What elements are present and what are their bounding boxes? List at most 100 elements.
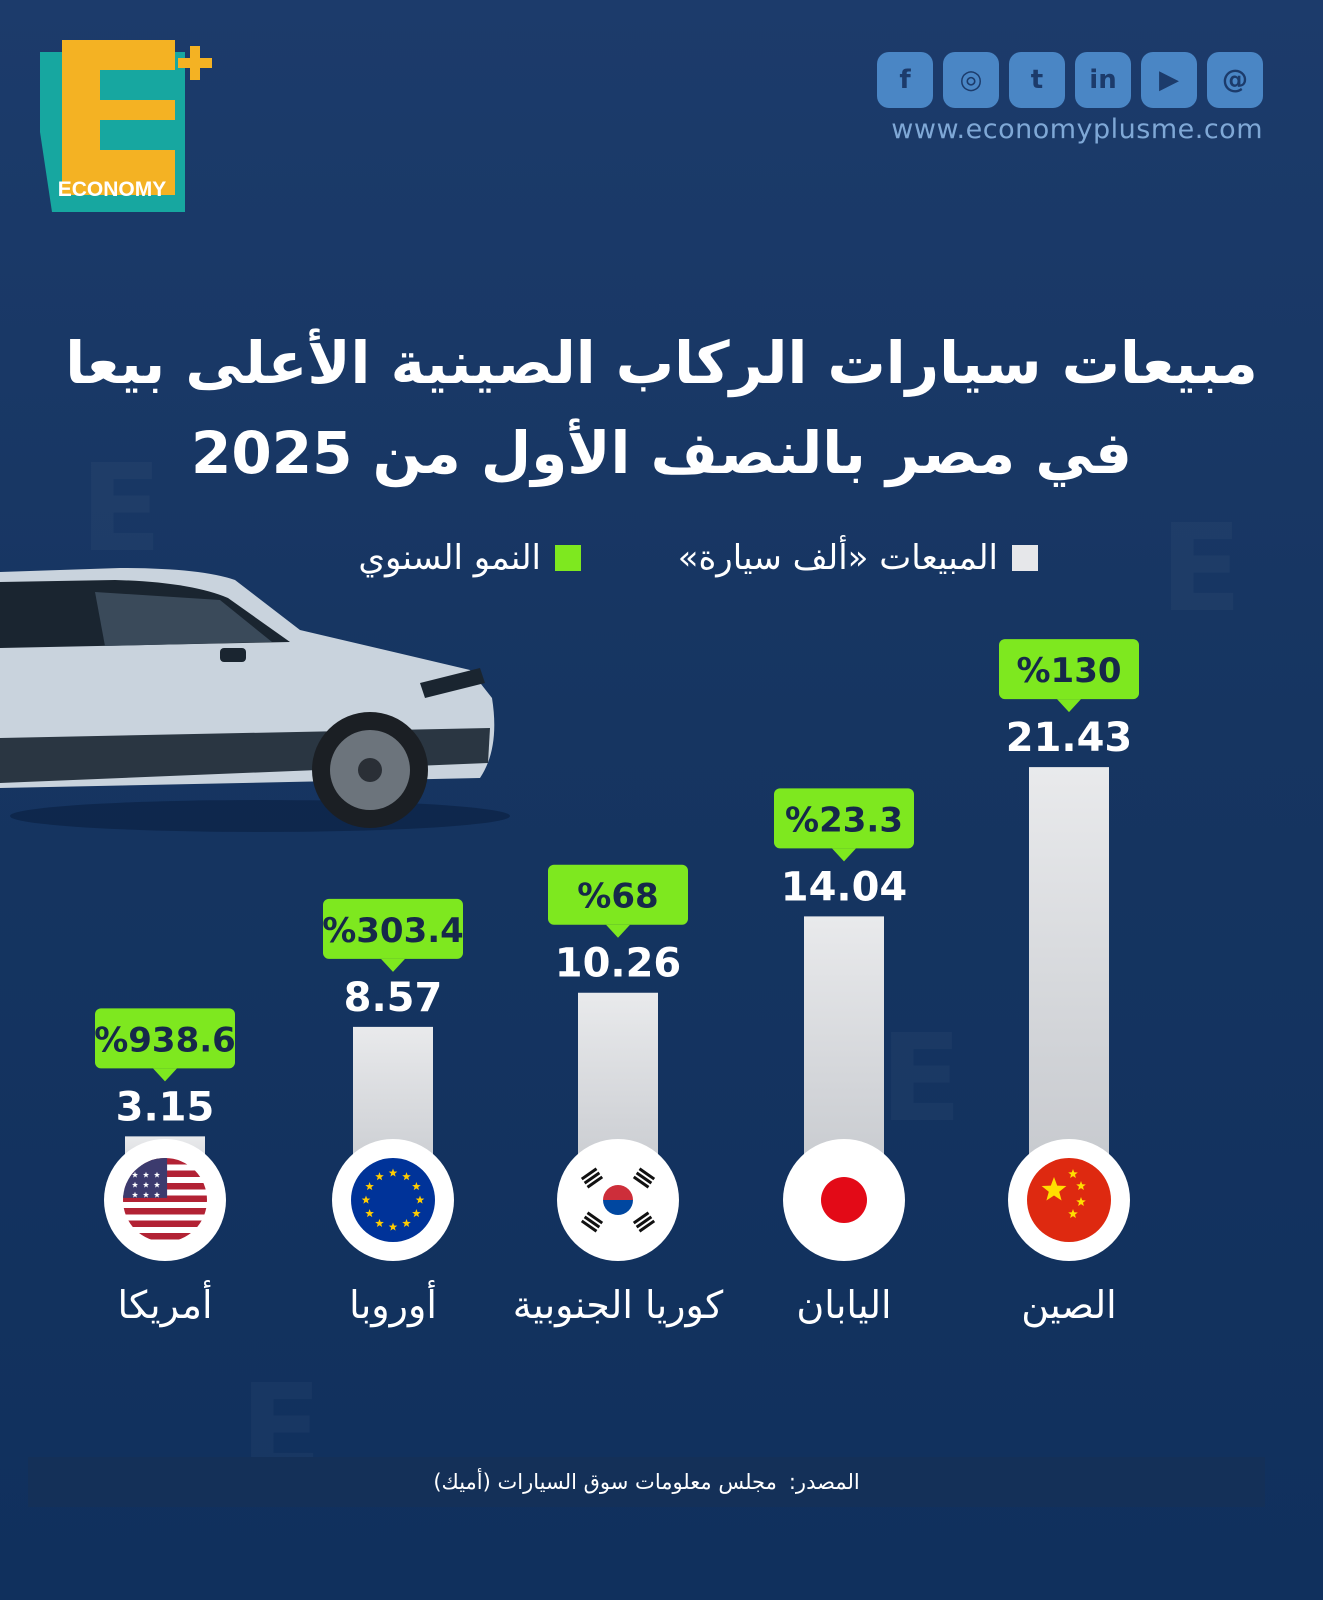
value-label-1: 14.04 [781,864,908,910]
threads-icon[interactable]: @ [1207,52,1263,108]
growth-badge-pointer-0 [1057,699,1081,713]
growth-label-3: %303.4 [322,911,464,951]
growth-badge-pointer-1 [832,848,856,862]
flag-trigram-0 [580,1167,604,1189]
flag-stripe [123,1220,207,1227]
bar-0 [1029,767,1109,1200]
flag-trigram-bar [635,1215,653,1229]
china-flag-icon [1027,1158,1111,1242]
flag-trigram-1 [632,1167,656,1189]
flag-star [1041,1177,1067,1201]
flag-stripe [123,1208,207,1215]
flag-taeguk-blue [603,1200,633,1215]
growth-badge-0 [999,639,1139,700]
facebook-icon[interactable]: f [877,52,933,108]
flag-star [1068,1169,1078,1178]
flag-trigram-3 [632,1211,656,1233]
twitter-icon[interactable]: t [1009,52,1065,108]
chart-legend: المبيعات «ألف سيارة» النمو السنوي [0,538,1323,588]
flag-sun [821,1177,867,1223]
source-label: المصدر: [788,1470,860,1494]
legend-item-growth: النمو السنوي [358,538,581,578]
legend-label-growth: النمو السنوي [358,538,541,578]
title-line-2: في مصر بالنصف الأول من 2025 [191,419,1132,487]
flag-stripe [123,1195,207,1202]
flag-star [1076,1181,1086,1190]
flag-trigram-bar [638,1167,656,1181]
growth-badge-pointer-4 [153,1068,177,1082]
flag-star [365,1182,374,1191]
category-label-1: اليابان [796,1283,891,1327]
source-footer: المصدر: مجلس معلومات سوق السيارات (أميك) [28,1457,1265,1507]
flag-star [402,1172,411,1181]
legend-item-sales: المبيعات «ألف سيارة» [678,538,1038,578]
growth-label-2: %68 [577,877,658,917]
legend-swatch-sales [1012,545,1038,571]
flag-star [132,1181,138,1188]
flag-star [365,1209,374,1218]
legend-label-sales: المبيعات «ألف سيارة» [677,538,998,578]
instagram-icon[interactable]: ◎ [943,52,999,108]
flag-trigram-bar [583,1215,601,1229]
category-label-4: أمريكا [117,1280,212,1328]
growth-badge-pointer-2 [606,924,630,938]
flag-trigram-bar [632,1175,650,1189]
website-link[interactable]: www.economyplusme.com [891,114,1263,145]
flag-star [412,1209,421,1218]
flag-star [143,1191,149,1198]
flag-star [415,1195,425,1204]
flag-star [375,1218,384,1227]
growth-label-4: %938.6 [94,1020,236,1060]
flag-star [388,1222,398,1231]
growth-badge-4 [95,1008,235,1069]
legend-swatch-growth [555,545,581,571]
value-label-4: 3.15 [116,1084,215,1130]
eu-flag-icon [351,1158,435,1242]
flag-trigram-bar [586,1211,604,1225]
flag-star [132,1171,138,1178]
value-label-3: 8.57 [344,975,443,1021]
growth-badge-1 [774,788,914,849]
flag-star [154,1181,160,1188]
growth-badge-2 [548,864,688,925]
growth-badge-3 [323,898,463,959]
youtube-icon[interactable]: ▶ [1141,52,1197,108]
flag-star [375,1172,384,1181]
flag-star [143,1181,149,1188]
linkedin-icon[interactable]: in [1075,52,1131,108]
flag-trigram-bar [632,1211,650,1225]
growth-label-0: %130 [1016,651,1121,691]
category-label-3: أوروبا [349,1280,437,1328]
brand-logo: ECONOMY [40,40,212,212]
flag-stripe [123,1233,207,1240]
flag-star [154,1171,160,1178]
growth-badge-pointer-3 [381,958,405,972]
sales-bar-chart: 21.43 %130 الصين 14.04 %23.3 اليابان 10.26 %68 ك… [94,639,1139,1328]
flag-trigram-bar [580,1167,598,1181]
logo-word: ECONOMY [58,178,167,201]
social-icons: f ◎ t in ▶ @ [877,52,1263,108]
car-illustration [0,568,510,832]
flag-star [402,1218,411,1227]
flag-trigram-bar [638,1219,656,1233]
source-text: مجلس معلومات سوق السيارات (أميك) [433,1470,777,1494]
flag-star [1076,1197,1086,1206]
flag-trigram-2 [580,1211,604,1233]
flag-star [1068,1209,1078,1218]
value-label-2: 10.26 [555,941,682,987]
value-label-0: 21.43 [1006,715,1133,761]
flag-trigram-bar [580,1219,598,1233]
flag-star [154,1191,160,1198]
flag-star [412,1182,421,1191]
flag-taeguk-red [603,1185,633,1200]
growth-label-1: %23.3 [785,800,903,840]
flag-star [143,1171,149,1178]
flag-star [132,1191,138,1198]
flag-trigram-bar [586,1175,604,1189]
flag-trigram-bar [583,1171,601,1185]
category-label-2: كوريا الجنوبية [513,1283,724,1328]
flag-star [361,1195,371,1204]
flag-star [388,1168,398,1177]
title-line-1: مبيعات سيارات الركاب الصينية الأعلى بيعا [65,329,1258,397]
flag-trigram-bar [635,1171,653,1185]
